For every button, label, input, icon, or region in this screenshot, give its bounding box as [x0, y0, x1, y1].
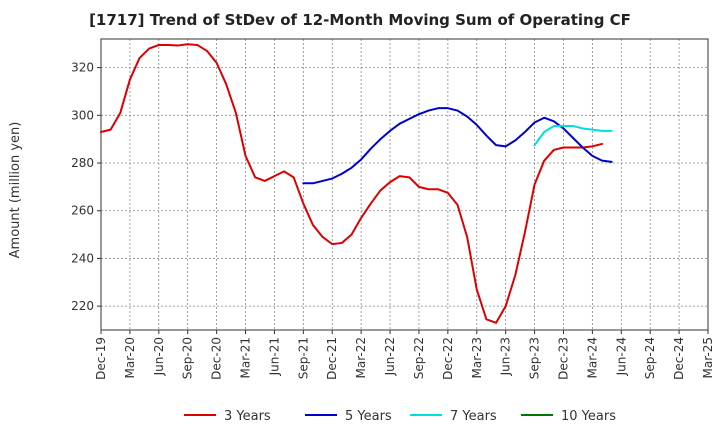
x-tick-label: Sep-24 — [643, 337, 657, 379]
grid-lines — [100, 39, 709, 330]
y-tick-label: 300 — [71, 108, 94, 122]
legend-label-7-years: 7 Years — [450, 409, 497, 424]
x-tick-label: Sep-23 — [528, 337, 542, 379]
x-tick-label: Sep-20 — [181, 337, 195, 379]
y-tick-label: 320 — [71, 61, 94, 75]
x-tick-label: Jun-21 — [267, 337, 281, 376]
series-line-7-years — [533, 125, 613, 147]
chart-title: [1717] Trend of StDev of 12-Month Moving… — [89, 11, 631, 29]
x-tick-label: Jun-22 — [383, 337, 397, 376]
y-tick-label: 220 — [71, 299, 94, 313]
x-tick-label: Sep-22 — [412, 337, 426, 379]
x-tick-label: Mar-21 — [239, 337, 253, 378]
x-tick-label: Mar-25 — [701, 337, 715, 378]
x-tick-label: Dec-24 — [672, 337, 686, 380]
x-tick-label: Dec-19 — [94, 337, 108, 380]
plot-area — [100, 38, 709, 331]
y-axis-ticks: 220 240 260 280 300 320 — [71, 61, 101, 313]
x-tick-label: Mar-24 — [585, 337, 599, 378]
x-tick-label: Mar-23 — [470, 337, 484, 378]
x-tick-label: Dec-21 — [325, 337, 339, 380]
x-tick-label: Jun-24 — [614, 337, 628, 376]
series-line-5-years — [302, 107, 613, 185]
x-tick-label: Mar-20 — [123, 337, 137, 378]
x-axis-ticks: Dec-19 Mar-20 Jun-20 Sep-20 Dec-20 Mar-21 Jun-… — [94, 330, 715, 380]
x-tick-label: Mar-22 — [354, 337, 368, 378]
y-tick-label: 280 — [71, 156, 94, 170]
x-tick-label: Jun-23 — [499, 337, 513, 376]
y-tick-label: 260 — [71, 204, 94, 218]
legend-label-10-years: 10 Years — [561, 409, 616, 424]
legend-label-5-years: 5 Years — [345, 409, 392, 424]
x-tick-label: Sep-21 — [296, 337, 310, 379]
x-tick-label: Dec-23 — [556, 337, 570, 380]
x-tick-label: Jun-20 — [152, 337, 166, 376]
x-tick-label: Dec-20 — [210, 337, 224, 380]
y-axis-label: Amount (million yen) — [8, 122, 23, 259]
y-tick-label: 240 — [71, 251, 94, 265]
legend: 3 Years 5 Years 7 Years 10 Years — [184, 409, 616, 424]
x-tick-label: Dec-22 — [441, 337, 455, 380]
legend-label-3-years: 3 Years — [224, 409, 271, 424]
series-line-3-years — [100, 43, 604, 324]
series-lines — [100, 43, 613, 324]
